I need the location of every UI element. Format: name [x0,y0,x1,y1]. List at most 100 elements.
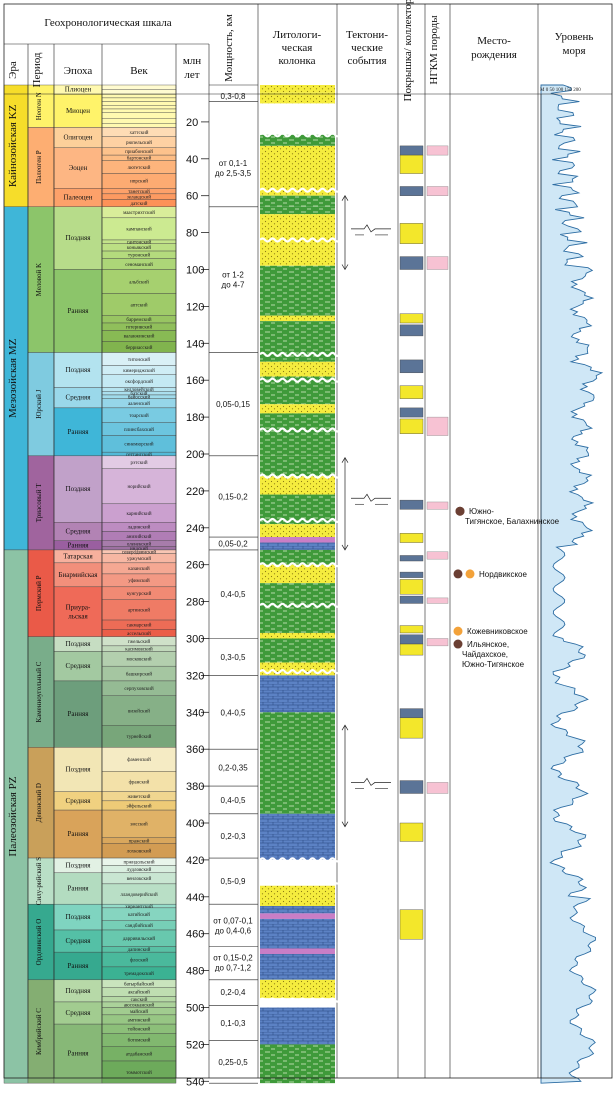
epoch-label: Средняя [66,797,92,805]
seal-collector-block [399,407,424,418]
period-label: Девонский D [35,783,43,822]
epoch-band [53,206,103,270]
ngkm-block [426,416,449,436]
age-label: дапинский [128,948,151,953]
mln-header-2: лет [184,69,199,81]
age-label: аптский [130,303,147,308]
epoch-label: Поздняя [66,861,92,869]
ngkm-block [426,782,449,794]
seal-collector-block [399,634,424,645]
age-label: кунгурский [127,592,152,597]
period-band [27,127,55,207]
lithology-layer [260,321,335,353]
deposit-dot [455,506,465,516]
unconformity-line [259,997,341,1003]
lithology-layer [260,675,335,713]
age-label: эмсский [130,823,148,828]
age-label: сандбийский [125,924,153,929]
age-label: барремский [126,318,151,323]
lithology-layer [260,998,335,1008]
fault-symbol [351,777,391,786]
lithology-layer [260,1007,335,1045]
period-band [27,857,55,905]
thickness-label: до 2,5-3,5 [215,169,252,178]
age-label: берриасский [126,346,153,351]
thickness-label: 0,05-0,2 [218,539,248,548]
age-band [101,468,177,505]
epoch-band [53,147,103,189]
age-label: катийский [128,913,150,918]
thickness-label: 0,4-0,5 [221,796,246,805]
unconformity-line [259,351,341,357]
thickness-label: 0,15-0,2 [218,492,248,501]
lithology-layer [260,92,335,104]
lithology-layer [260,632,335,639]
age-band [101,105,177,110]
thickness-label: 0,2-0,35 [218,764,248,773]
period-band [27,84,55,128]
epoch-label: Поздняя [66,913,92,921]
unconformity-line [259,377,341,383]
ngkm-block [426,597,449,604]
lithology-layer [260,913,335,919]
ngkm-block [426,256,449,270]
age-label: турнейский [127,735,152,740]
unconformity-line [259,427,341,433]
seal-collector-block [399,385,424,399]
age-label: келловейский [124,388,154,393]
tick-label: 220 [186,486,204,498]
seal-collector-block [399,186,424,196]
lithology-layer [260,315,335,322]
period-band [27,903,55,981]
age-label: приабонский [125,150,153,155]
seal-collector-block [399,145,424,156]
tick-label: 100 [186,265,204,277]
age-label: московский [126,658,151,663]
age-label: пржидольский [123,861,154,866]
period-label: Палеоген P [35,150,43,184]
tick-label: 140 [186,338,204,350]
thickness-header: Мощность, км [223,14,235,82]
age-label: франский [129,780,150,785]
unconformity-line [259,669,341,675]
lithology-layer [260,524,335,538]
epoch-band [53,94,103,128]
seal-collector-block [399,909,424,940]
age-label: гжельский [128,640,151,645]
tick-label: 180 [186,412,204,424]
epoch-label: Поздняя [66,485,92,493]
lithology-layer [260,749,335,814]
period-label: Силу-рийский S [35,857,43,905]
age-label: танетский [128,190,150,195]
sea-header-2: моря [562,45,585,57]
age-label: дарривильский [123,937,156,942]
age-label: атдабанский [126,1052,153,1057]
tick-label: 540 [186,1076,204,1088]
sea-level-curve [540,84,604,1084]
age-band [101,809,177,838]
age-label: валанжинский [124,335,155,340]
age-label: бартонский [127,157,152,162]
epoch-label: Эоцен [69,164,88,172]
lithology-layer [260,979,335,999]
era-header: Эра [7,61,19,79]
thickness-label: до 4-7 [222,281,245,290]
era-label: Мезозойская MZ [7,338,19,418]
lith-header-3: колонка [278,55,315,67]
scale-header: Геохронологическая шкала [44,17,171,29]
tick-label: 20 [186,117,198,129]
frame [3,3,613,1079]
epoch-label: Плиоцен [65,86,92,94]
deposit-label: Кожевниковское [467,627,528,636]
epoch-band [53,1023,103,1084]
age-label: сантонский [127,241,152,246]
deposits-header-2: рождения [471,49,517,61]
epoch-label: Поздняя [66,366,92,374]
age-label: оленекский [127,542,152,547]
epoch-band [53,586,103,637]
age-label: башкирский [126,672,153,677]
seal-header: Покрышка/ коллектор [402,0,414,101]
period-band [27,979,55,1084]
era-label: Кайнозойская KZ [7,104,19,187]
